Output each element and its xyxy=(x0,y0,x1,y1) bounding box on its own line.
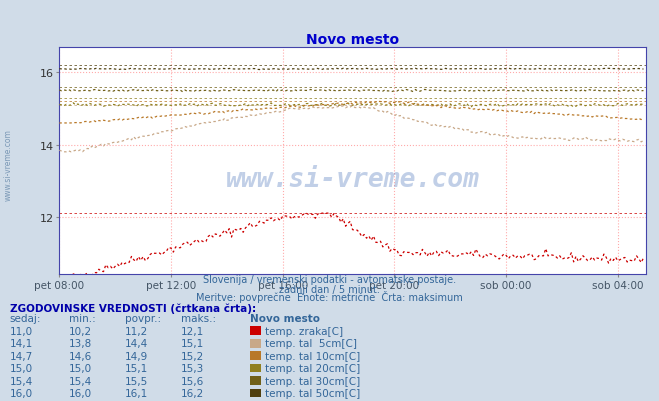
Text: 10,2: 10,2 xyxy=(69,326,92,336)
Text: Slovenija / vremenski podatki - avtomatske postaje.: Slovenija / vremenski podatki - avtomats… xyxy=(203,275,456,285)
Text: 15,1: 15,1 xyxy=(181,338,204,348)
Text: www.si-vreme.com: www.si-vreme.com xyxy=(3,129,13,200)
Text: 15,4: 15,4 xyxy=(10,376,33,386)
Text: 12,1: 12,1 xyxy=(181,326,204,336)
Text: 16,0: 16,0 xyxy=(69,388,92,398)
Text: 15,0: 15,0 xyxy=(69,363,92,373)
Text: sedaj:: sedaj: xyxy=(10,314,42,324)
Text: 15,6: 15,6 xyxy=(181,376,204,386)
Text: 14,1: 14,1 xyxy=(10,338,33,348)
Text: zadnji dan / 5 minut.: zadnji dan / 5 minut. xyxy=(279,284,380,294)
Text: temp. tal 20cm[C]: temp. tal 20cm[C] xyxy=(265,363,360,373)
Text: temp. tal 30cm[C]: temp. tal 30cm[C] xyxy=(265,376,360,386)
Text: temp. tal 50cm[C]: temp. tal 50cm[C] xyxy=(265,388,360,398)
Text: 15,3: 15,3 xyxy=(181,363,204,373)
Text: ZGODOVINSKE VREDNOSTI (črtkana črta):: ZGODOVINSKE VREDNOSTI (črtkana črta): xyxy=(10,302,256,313)
Text: 14,6: 14,6 xyxy=(69,351,92,361)
Text: 14,4: 14,4 xyxy=(125,338,148,348)
Title: Novo mesto: Novo mesto xyxy=(306,33,399,47)
Text: 14,9: 14,9 xyxy=(125,351,148,361)
Text: 13,8: 13,8 xyxy=(69,338,92,348)
Text: 15,5: 15,5 xyxy=(125,376,148,386)
Text: www.si-vreme.com: www.si-vreme.com xyxy=(225,166,480,192)
Text: Meritve: povprečne  Enote: metrične  Črta: maksimum: Meritve: povprečne Enote: metrične Črta:… xyxy=(196,291,463,303)
Text: 14,7: 14,7 xyxy=(10,351,33,361)
Text: Novo mesto: Novo mesto xyxy=(250,314,320,324)
Text: 15,4: 15,4 xyxy=(69,376,92,386)
Text: 11,2: 11,2 xyxy=(125,326,148,336)
Text: 16,1: 16,1 xyxy=(125,388,148,398)
Text: 15,0: 15,0 xyxy=(10,363,33,373)
Text: 15,2: 15,2 xyxy=(181,351,204,361)
Text: povpr.:: povpr.: xyxy=(125,314,161,324)
Text: 15,1: 15,1 xyxy=(125,363,148,373)
Text: 16,2: 16,2 xyxy=(181,388,204,398)
Text: 16,0: 16,0 xyxy=(10,388,33,398)
Text: maks.:: maks.: xyxy=(181,314,216,324)
Text: 11,0: 11,0 xyxy=(10,326,33,336)
Text: temp. tal  5cm[C]: temp. tal 5cm[C] xyxy=(265,338,357,348)
Text: temp. tal 10cm[C]: temp. tal 10cm[C] xyxy=(265,351,360,361)
Text: min.:: min.: xyxy=(69,314,96,324)
Text: temp. zraka[C]: temp. zraka[C] xyxy=(265,326,343,336)
